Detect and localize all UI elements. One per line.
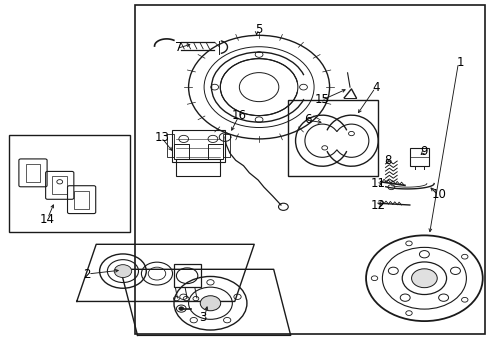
Bar	[409, 148, 428, 166]
Circle shape	[114, 265, 131, 278]
Circle shape	[200, 296, 220, 311]
Bar	[52, 176, 67, 194]
Text: 9: 9	[420, 145, 427, 158]
Text: 7: 7	[175, 41, 182, 54]
Bar	[222, 134, 229, 157]
Text: 2: 2	[82, 268, 90, 281]
Text: 5: 5	[255, 23, 262, 36]
Bar	[174, 144, 188, 158]
Text: 13: 13	[154, 131, 169, 144]
Text: 10: 10	[431, 188, 446, 201]
Circle shape	[179, 307, 183, 310]
Bar	[26, 164, 40, 182]
Text: 16: 16	[232, 109, 246, 122]
Text: 12: 12	[370, 198, 385, 212]
Bar	[9, 135, 130, 232]
Text: 3: 3	[199, 311, 206, 324]
Bar	[74, 191, 89, 208]
Text: 11: 11	[370, 177, 385, 190]
Bar	[135, 5, 484, 334]
Bar	[176, 158, 220, 176]
Bar	[166, 134, 174, 157]
Bar	[287, 100, 377, 176]
Text: 4: 4	[371, 81, 379, 94]
Text: 6: 6	[304, 113, 311, 126]
Text: 15: 15	[314, 93, 329, 106]
Bar	[174, 264, 201, 287]
Bar	[171, 130, 224, 162]
Bar	[207, 144, 222, 158]
Text: 14: 14	[40, 213, 55, 226]
Text: 1: 1	[456, 55, 464, 69]
Text: 8: 8	[384, 154, 391, 167]
Circle shape	[411, 269, 436, 288]
